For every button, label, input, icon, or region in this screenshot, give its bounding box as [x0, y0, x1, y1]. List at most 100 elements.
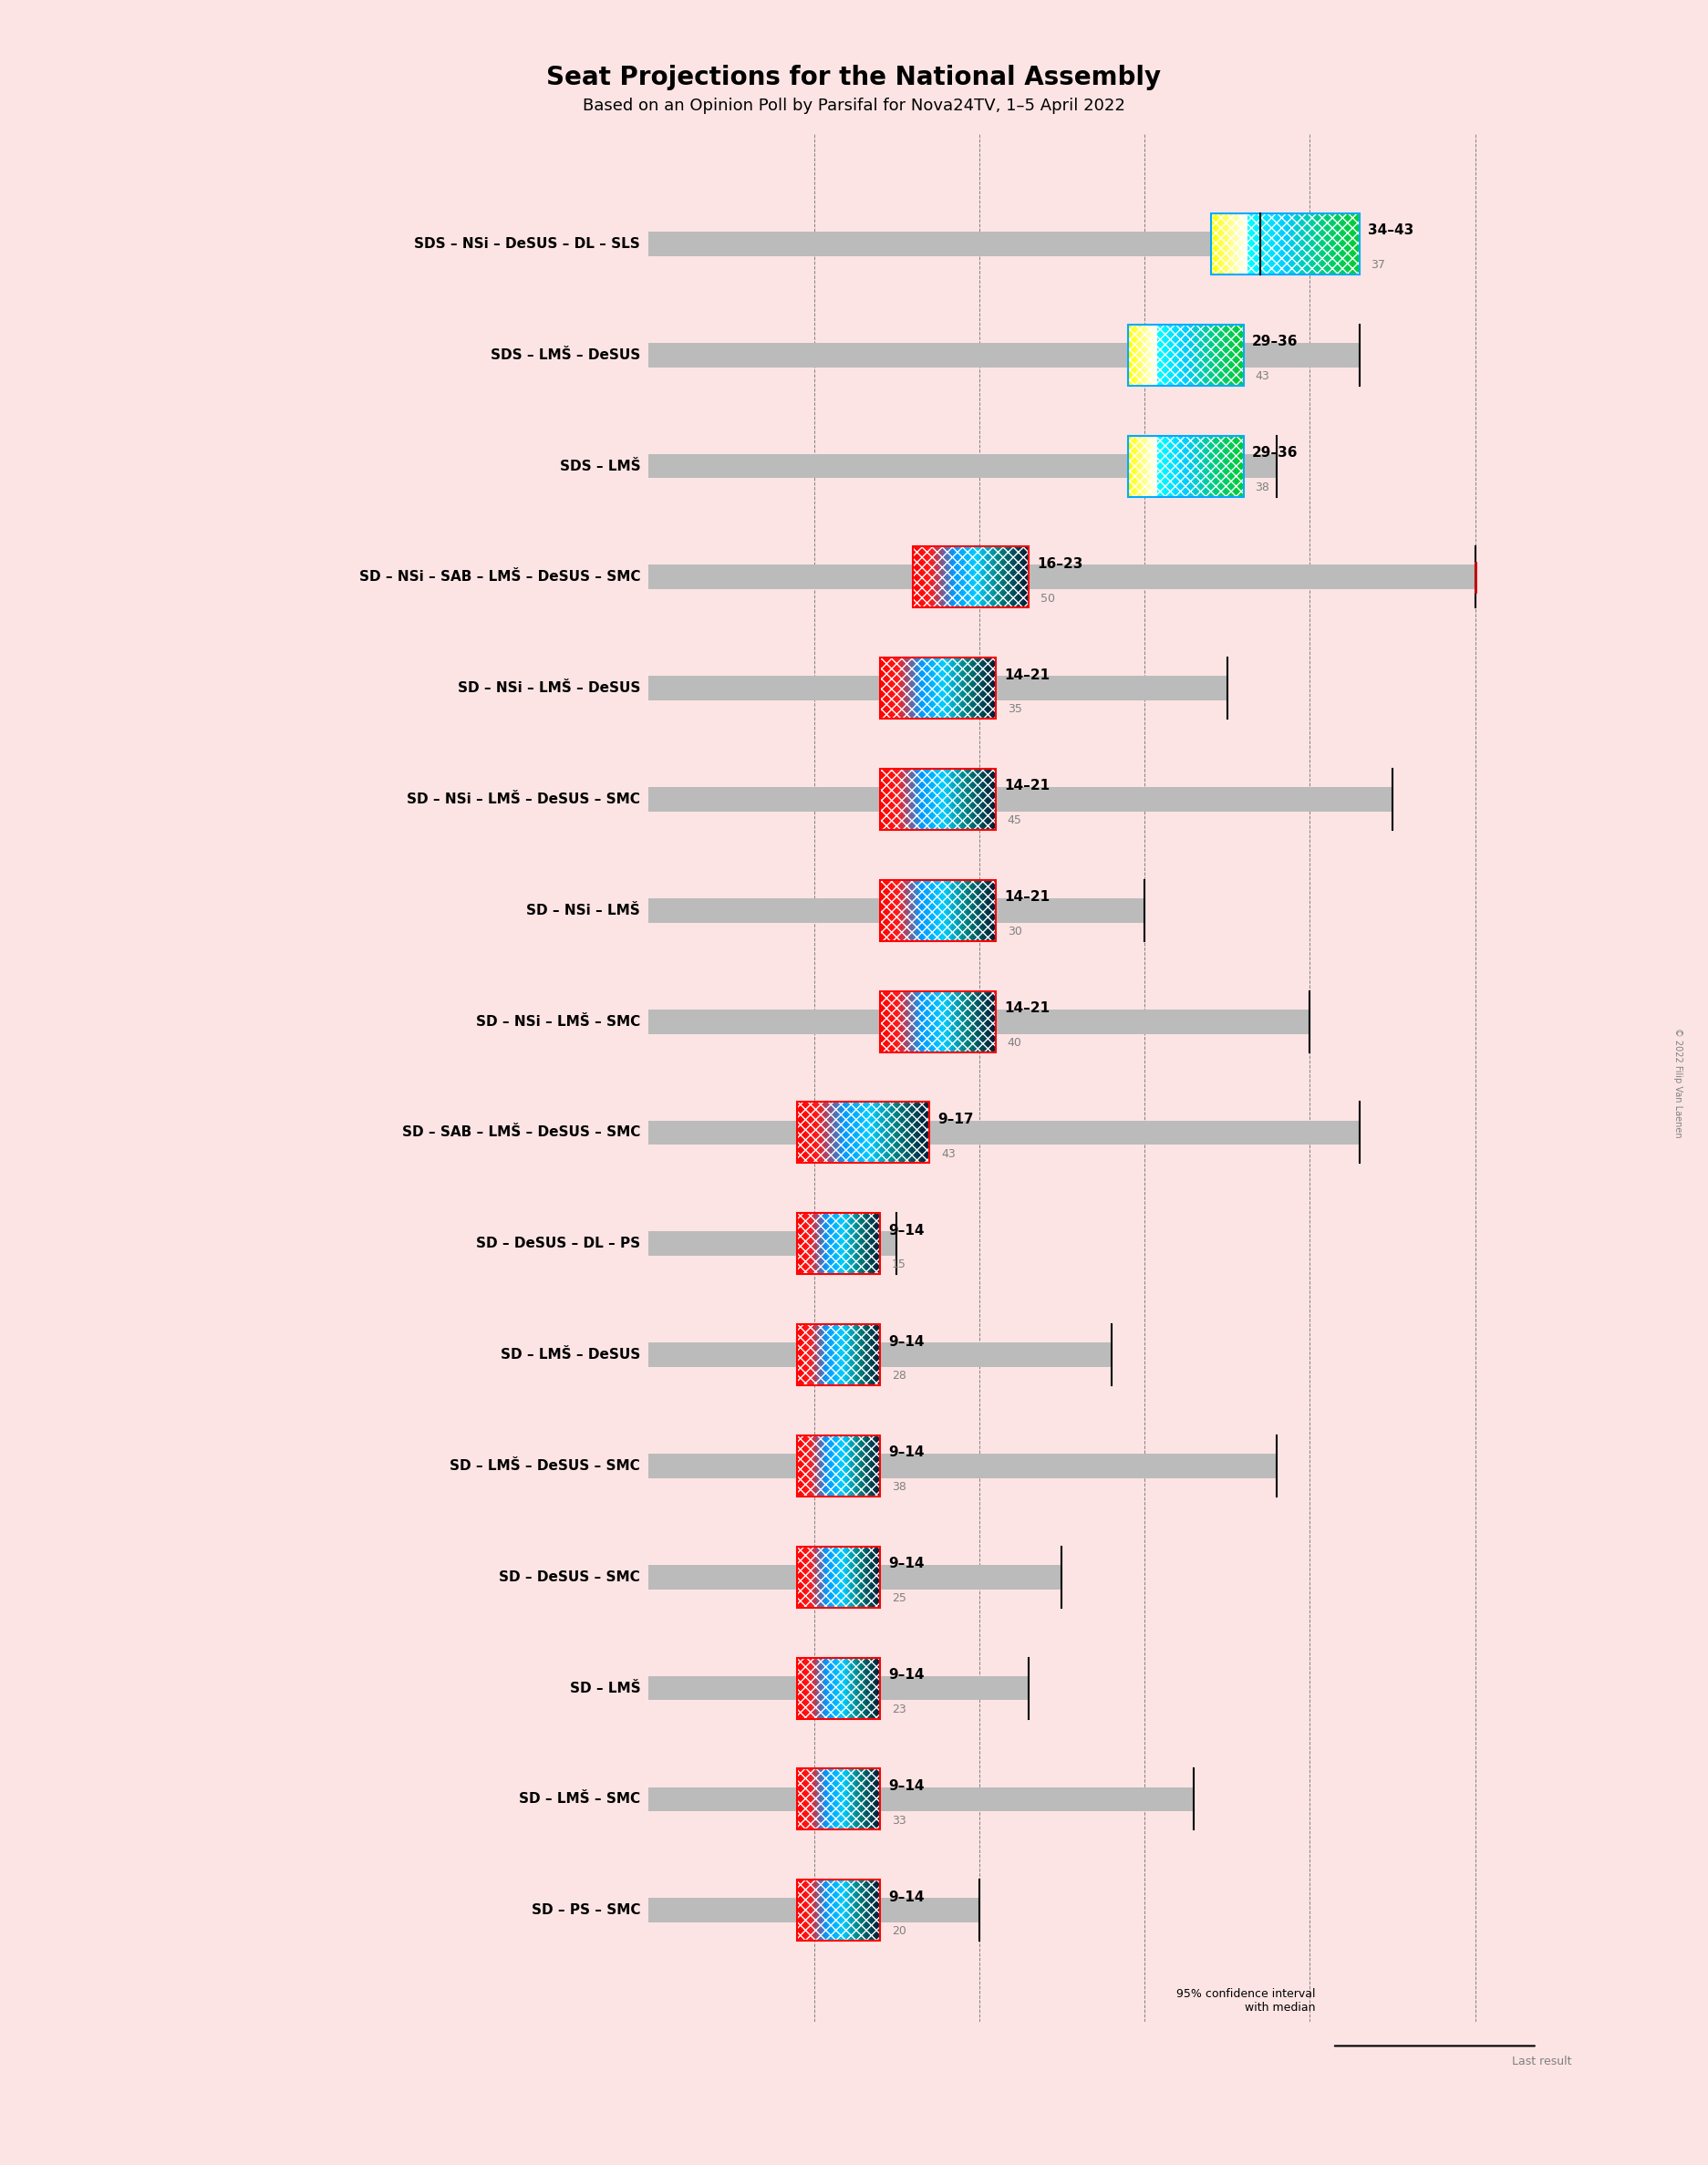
- Text: SD – PS – SMC: SD – PS – SMC: [531, 1903, 640, 1918]
- Bar: [1344, 214, 1346, 275]
- Bar: [1283, 214, 1284, 275]
- Text: 9–14: 9–14: [888, 1334, 924, 1349]
- Text: 28: 28: [892, 1370, 905, 1381]
- Bar: [1337, 214, 1339, 275]
- Bar: [1290, 214, 1291, 275]
- Bar: [1230, 214, 1231, 275]
- Bar: [649, 1899, 979, 1923]
- Bar: [649, 1009, 1310, 1033]
- Bar: [1320, 214, 1322, 275]
- Text: 29–36: 29–36: [1252, 336, 1298, 349]
- Text: 33: 33: [892, 1814, 905, 1827]
- Bar: [649, 1786, 1194, 1812]
- Text: 29–36: 29–36: [1252, 446, 1298, 459]
- Bar: [1228, 214, 1230, 275]
- Bar: [1214, 214, 1216, 275]
- Bar: [1257, 214, 1259, 275]
- Bar: [1266, 214, 1269, 275]
- Text: 9–14: 9–14: [888, 1667, 924, 1682]
- Text: 34–43: 34–43: [1368, 223, 1414, 238]
- Bar: [1300, 214, 1301, 275]
- Text: 9–14: 9–14: [888, 1890, 924, 1903]
- Bar: [1295, 214, 1296, 275]
- Bar: [1281, 214, 1283, 275]
- Bar: [1348, 214, 1349, 275]
- Bar: [1252, 214, 1254, 275]
- Bar: [1216, 214, 1218, 275]
- Bar: [1279, 214, 1281, 275]
- Text: Last result: Last result: [1512, 2057, 1571, 2068]
- Text: SD – DeSUS – SMC: SD – DeSUS – SMC: [499, 1570, 640, 1585]
- Bar: [1284, 214, 1286, 275]
- Bar: [1235, 214, 1237, 275]
- Bar: [1327, 214, 1329, 275]
- Text: 38: 38: [892, 1481, 905, 1494]
- Bar: [1254, 214, 1255, 275]
- Bar: [1349, 214, 1353, 275]
- Bar: [1293, 214, 1295, 275]
- Text: 45: 45: [1008, 814, 1021, 827]
- Bar: [1240, 214, 1242, 275]
- Bar: [1303, 214, 1305, 275]
- Bar: [1315, 214, 1317, 275]
- Text: 9–14: 9–14: [888, 1446, 924, 1459]
- Text: 16–23: 16–23: [1037, 556, 1083, 572]
- Text: SD – LMŠ – DeSUS: SD – LMŠ – DeSUS: [500, 1349, 640, 1362]
- Bar: [1262, 214, 1264, 275]
- Text: SD – NSi – LMŠ – DeSUS – SMC: SD – NSi – LMŠ – DeSUS – SMC: [407, 792, 640, 805]
- Bar: [1249, 214, 1250, 275]
- Bar: [1261, 214, 1262, 275]
- Text: © 2022 Filip Van Laenen: © 2022 Filip Van Laenen: [1674, 1028, 1682, 1137]
- Text: 30: 30: [1008, 927, 1021, 937]
- Text: 14–21: 14–21: [1004, 1002, 1050, 1015]
- Text: SD – LMŠ: SD – LMŠ: [569, 1682, 640, 1695]
- Bar: [649, 565, 1476, 589]
- Bar: [1298, 214, 1300, 275]
- Bar: [1272, 214, 1274, 275]
- Text: SDS – LMŠ: SDS – LMŠ: [560, 459, 640, 472]
- Bar: [1305, 214, 1307, 275]
- Bar: [1296, 214, 1298, 275]
- Bar: [1220, 214, 1221, 275]
- Bar: [1259, 214, 1261, 275]
- Bar: [1346, 214, 1348, 275]
- Bar: [649, 788, 1392, 812]
- Bar: [1313, 214, 1315, 275]
- Bar: [1336, 214, 1337, 275]
- Bar: [1233, 214, 1235, 275]
- Bar: [1339, 214, 1341, 275]
- Bar: [1237, 214, 1238, 275]
- Text: 23: 23: [892, 1704, 905, 1715]
- Text: 20: 20: [892, 1925, 905, 1938]
- Text: 40: 40: [1008, 1037, 1021, 1048]
- Text: 25: 25: [892, 1591, 905, 1604]
- Text: SD – NSi – LMŠ – SMC: SD – NSi – LMŠ – SMC: [477, 1015, 640, 1028]
- Text: 14–21: 14–21: [1004, 890, 1050, 905]
- Bar: [1301, 214, 1303, 275]
- Text: SD – NSi – LMŠ – DeSUS: SD – NSi – LMŠ – DeSUS: [458, 682, 640, 695]
- Bar: [649, 1121, 1360, 1145]
- Bar: [649, 342, 1360, 368]
- Bar: [649, 1342, 1112, 1366]
- Text: 35: 35: [1008, 704, 1021, 714]
- Text: 43: 43: [1255, 370, 1269, 381]
- Bar: [649, 455, 1276, 478]
- Bar: [1264, 214, 1266, 275]
- Bar: [1353, 214, 1354, 275]
- Text: 37: 37: [1372, 260, 1385, 271]
- Bar: [1332, 214, 1334, 275]
- Bar: [649, 1232, 897, 1256]
- Bar: [649, 675, 1226, 701]
- Text: 15: 15: [892, 1258, 905, 1271]
- Bar: [1317, 214, 1319, 275]
- Bar: [1276, 214, 1278, 275]
- Bar: [1358, 214, 1360, 275]
- Text: 9–14: 9–14: [888, 1557, 924, 1570]
- Bar: [1291, 214, 1293, 275]
- Text: SD – DeSUS – DL – PS: SD – DeSUS – DL – PS: [477, 1236, 640, 1251]
- Text: Seat Projections for the National Assembly: Seat Projections for the National Assemb…: [547, 65, 1161, 91]
- Bar: [1242, 214, 1243, 275]
- Bar: [1319, 214, 1320, 275]
- Bar: [649, 1676, 1028, 1700]
- Bar: [1231, 214, 1233, 275]
